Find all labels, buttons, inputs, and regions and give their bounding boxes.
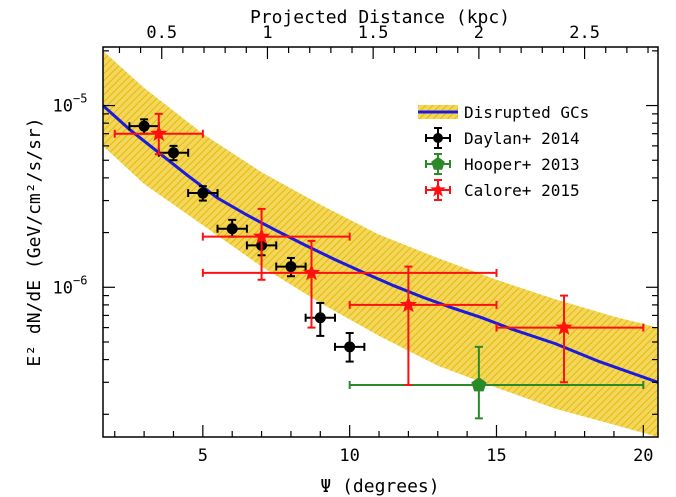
data-point	[187, 185, 219, 202]
data-point	[201, 207, 351, 281]
top-x-axis-title: Projected Distance (kpc)	[250, 7, 510, 28]
data-point	[275, 256, 307, 278]
point-marker	[167, 147, 179, 159]
point-marker	[314, 312, 326, 324]
x-axis-title: Ψ (degrees)	[320, 476, 439, 497]
point-marker	[302, 263, 321, 281]
top-x-tick-label: 1.5	[358, 23, 389, 43]
y-tick-label-exponent: −6	[73, 273, 87, 287]
data-point	[348, 345, 645, 420]
legend-item: Calore+ 2015	[425, 179, 580, 201]
legend-marker	[433, 133, 443, 143]
legend-marker	[430, 181, 446, 197]
band-median-line	[103, 104, 658, 384]
plot-frame	[102, 46, 659, 438]
point-marker	[197, 187, 209, 199]
point-marker	[150, 124, 168, 141]
frame-layer: 5 10 15 200.5 1 1.5 2 2.510−610−5	[53, 23, 659, 466]
top-x-tick-label: 1	[262, 23, 272, 43]
legend: Disrupted GCs Daylan+ 2014 Hooper+ 2013 Cal…	[418, 103, 589, 201]
top-x-tick-label: 2.5	[569, 23, 600, 43]
x-tick-label: 20	[633, 446, 653, 466]
data-point	[201, 239, 498, 329]
top-x-tick-label: 0.5	[146, 23, 177, 43]
data-point	[495, 294, 645, 384]
y-axis-title: E² dN/dE (GeV/cm²/s/sr)	[24, 117, 45, 366]
point-marker	[253, 227, 271, 244]
point-marker	[344, 341, 356, 353]
legend-label: Daylan+ 2014	[464, 129, 580, 148]
point-marker	[285, 261, 297, 273]
data-layer	[113, 112, 645, 420]
x-tick-label: 5	[198, 446, 208, 466]
y-tick-label: 10	[53, 97, 73, 117]
point-marker	[555, 318, 573, 335]
data-point	[333, 332, 366, 363]
band-layer	[103, 50, 658, 437]
data-point	[348, 265, 498, 386]
point-marker	[226, 223, 238, 235]
legend-label: Hooper+ 2013	[464, 155, 580, 174]
y-tick-label: 10	[53, 278, 73, 298]
legend-item: Disrupted GCs	[418, 103, 589, 122]
series-calore-2015	[113, 112, 645, 386]
x-tick-label: 15	[486, 446, 506, 466]
band-area	[103, 50, 658, 437]
legend-item: Daylan+ 2014	[425, 127, 580, 149]
point-marker	[138, 120, 150, 132]
data-point	[157, 144, 190, 162]
legend-label: Disrupted GCs	[464, 103, 589, 122]
x-tick-label: 10	[339, 446, 359, 466]
point-marker	[471, 377, 487, 392]
legend-marker	[431, 156, 445, 170]
series-hooper-2013	[348, 345, 645, 420]
series-daylan-2014	[128, 118, 366, 363]
legend-item: Hooper+ 2013	[425, 153, 580, 175]
y-tick-label-exponent: −5	[73, 92, 87, 106]
top-x-tick-label: 2	[474, 23, 484, 43]
data-point	[113, 112, 204, 156]
point-marker	[399, 295, 417, 313]
legend-label: Calore+ 2015	[464, 181, 580, 200]
